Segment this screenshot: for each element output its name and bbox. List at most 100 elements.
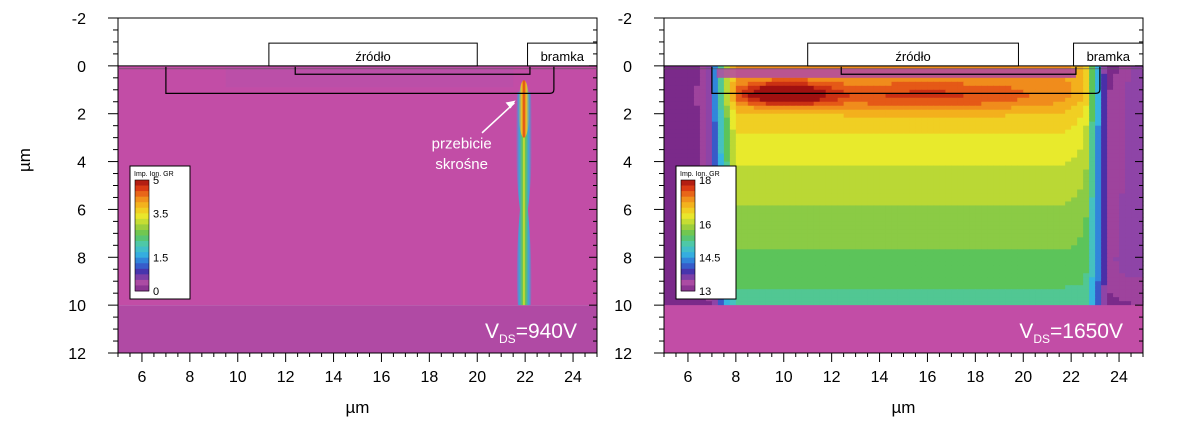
field-cell — [1011, 261, 1018, 266]
field-cell — [1023, 225, 1030, 230]
field-cell — [874, 130, 881, 135]
field-cell — [688, 74, 695, 79]
field-cell — [718, 154, 725, 159]
field-cell — [874, 178, 881, 183]
field-cell — [1023, 281, 1030, 286]
field-cell — [945, 197, 952, 202]
field-cell — [1095, 158, 1102, 163]
field-cell — [999, 182, 1006, 187]
field-cell — [1023, 158, 1030, 163]
field-cell — [927, 110, 934, 115]
field-cell — [748, 166, 755, 171]
field-cell — [784, 257, 791, 262]
field-cell — [1011, 241, 1018, 246]
field-cell — [802, 245, 809, 250]
field-cell — [1017, 82, 1024, 87]
field-cell — [862, 261, 869, 266]
field-cell — [933, 277, 940, 282]
field-cell — [981, 205, 988, 210]
field-cell — [874, 241, 881, 246]
field-cell — [927, 82, 934, 87]
field-cell — [999, 213, 1006, 218]
field-cell — [993, 86, 1000, 91]
field-cell — [1083, 126, 1090, 131]
field-cell — [820, 146, 827, 151]
field-cell — [915, 245, 922, 250]
field-cell — [796, 265, 803, 270]
field-cell — [742, 130, 749, 135]
field-cell — [778, 106, 785, 111]
field-cell — [1047, 158, 1054, 163]
field-cell — [682, 86, 689, 91]
field-cell — [664, 249, 671, 254]
field-cell — [766, 102, 773, 107]
field-cell — [892, 289, 899, 294]
field-cell — [742, 197, 749, 202]
field-cell — [742, 158, 749, 163]
field-cell — [975, 182, 982, 187]
field-cell — [814, 106, 821, 111]
field-cell — [856, 213, 863, 218]
field-cell — [1017, 253, 1024, 258]
field-cell — [1089, 70, 1096, 75]
field-cell — [724, 158, 731, 163]
field-cell — [909, 209, 916, 214]
field-cell — [832, 249, 839, 254]
field-cell — [808, 213, 815, 218]
field-cell — [1083, 253, 1090, 258]
field-cell — [670, 162, 677, 167]
field-cell — [933, 158, 940, 163]
x-tick-label: 14 — [325, 369, 343, 386]
field-cell — [1089, 174, 1096, 179]
field-cell — [766, 205, 773, 210]
field-cell — [915, 277, 922, 282]
field-cell — [921, 154, 928, 159]
field-cell — [1035, 158, 1042, 163]
field-cell — [1113, 245, 1120, 250]
field-cell — [826, 86, 833, 91]
field-cell — [915, 285, 922, 290]
field-cell — [862, 213, 869, 218]
field-cell — [1065, 209, 1072, 214]
field-cell — [1065, 297, 1072, 302]
field-cell — [862, 245, 869, 250]
field-cell — [957, 106, 964, 111]
field-cell — [945, 241, 952, 246]
field-cell — [933, 94, 940, 99]
field-cell — [1131, 293, 1138, 298]
field-cell — [1029, 237, 1036, 242]
field-cell — [760, 245, 767, 250]
field-cell — [927, 209, 934, 214]
field-cell — [886, 138, 893, 143]
field-cell — [987, 213, 994, 218]
field-cell — [898, 126, 905, 131]
field-cell — [760, 209, 767, 214]
field-cell — [766, 249, 773, 254]
field-cell — [820, 154, 827, 159]
field-cell — [1017, 146, 1024, 151]
field-cell — [676, 118, 683, 123]
field-cell — [1005, 158, 1012, 163]
field-cell — [981, 297, 988, 302]
field-cell — [963, 189, 970, 194]
field-cell — [676, 90, 683, 95]
field-cell — [1011, 233, 1018, 238]
field-cell — [664, 150, 671, 155]
x-tick-label: 10 — [229, 369, 247, 386]
field-cell — [921, 138, 928, 143]
field-cell — [754, 233, 761, 238]
field-cell — [1029, 277, 1036, 282]
field-cell — [915, 289, 922, 294]
field-cell — [1113, 122, 1120, 127]
field-cell — [826, 162, 833, 167]
field-cell — [1113, 277, 1120, 282]
field-cell — [1023, 201, 1030, 206]
field-cell — [1005, 110, 1012, 115]
field-cell — [951, 158, 958, 163]
field-cell — [921, 162, 928, 167]
field-cell — [1089, 269, 1096, 274]
field-cell — [790, 237, 797, 242]
field-cell — [1017, 205, 1024, 210]
field-cell — [760, 154, 767, 159]
field-cell — [1119, 269, 1126, 274]
